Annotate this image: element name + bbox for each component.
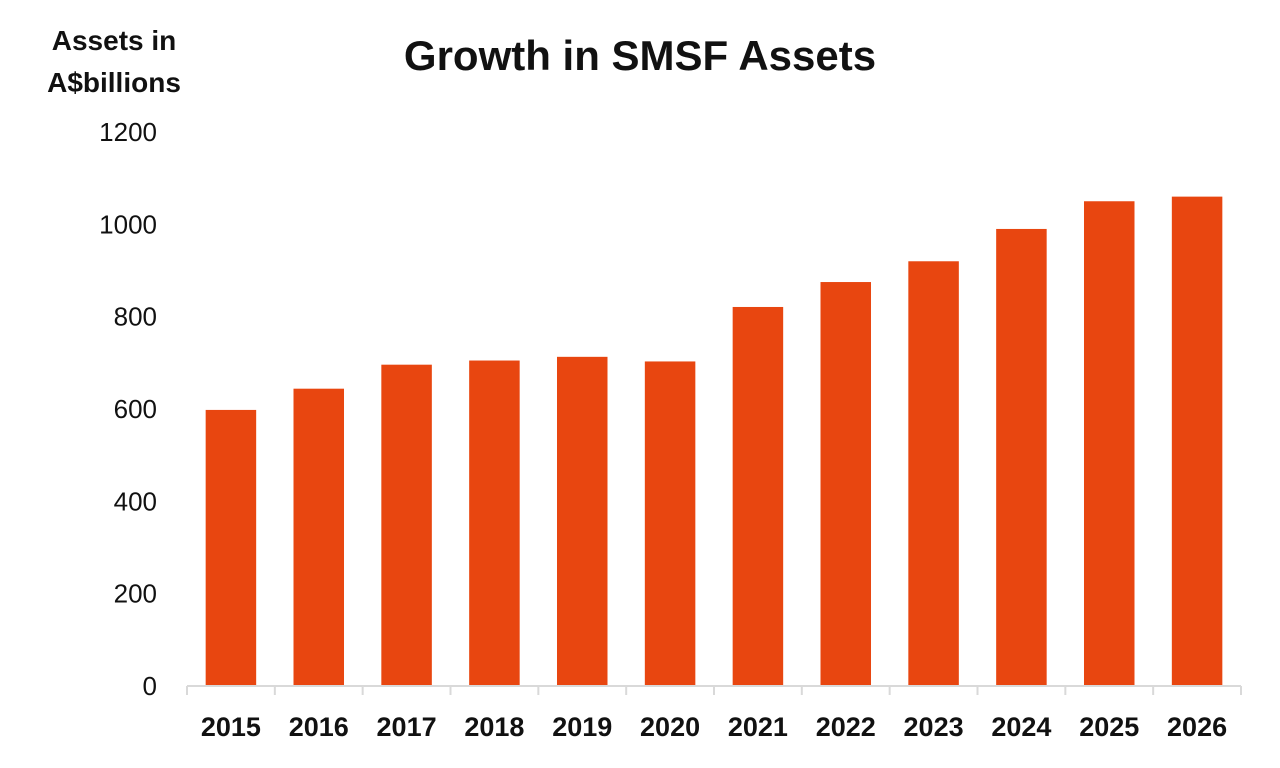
x-tick-label: 2019: [552, 712, 612, 742]
bar-2021: [732, 306, 784, 686]
y-tick-label: 0: [143, 671, 157, 701]
x-tick-label: 2017: [377, 712, 437, 742]
x-tick-label: 2015: [201, 712, 261, 742]
bar-2017: [381, 364, 432, 686]
y-tick-label: 1200: [99, 117, 157, 147]
y-axis-title-line-2: A$billions: [47, 67, 181, 98]
bar-2026: [1171, 196, 1223, 686]
x-tick-label: 2016: [289, 712, 349, 742]
bar-2015: [205, 409, 257, 686]
bar-2023: [908, 261, 959, 686]
y-tick-label: 400: [114, 486, 157, 516]
bar-2022: [820, 282, 872, 686]
x-tick-label: 2025: [1079, 712, 1139, 742]
x-tick-label: 2026: [1167, 712, 1227, 742]
x-tick-label: 2018: [464, 712, 524, 742]
y-axis-title-line-1: Assets in: [51, 25, 177, 56]
bar-2025: [1083, 201, 1135, 686]
x-tick-label: 2020: [640, 712, 700, 742]
bar-2019: [556, 356, 608, 686]
bar-2020: [644, 361, 696, 686]
x-tick-label: 2022: [816, 712, 876, 742]
bar-2018: [469, 360, 520, 686]
chart-title: Growth in SMSF Assets: [403, 32, 877, 79]
bar-2016: [293, 388, 345, 686]
y-tick-label: 800: [114, 302, 157, 332]
x-tick-label: 2023: [904, 712, 964, 742]
y-tick-label: 1000: [99, 209, 157, 239]
x-tick-label: 2024: [991, 712, 1051, 742]
y-axis-title: Assets in A$billions: [14, 20, 214, 104]
y-tick-label: 200: [114, 579, 157, 609]
x-tick-label: 2021: [728, 712, 788, 742]
y-tick-label: 600: [114, 394, 157, 424]
bar-2024: [996, 228, 1047, 686]
